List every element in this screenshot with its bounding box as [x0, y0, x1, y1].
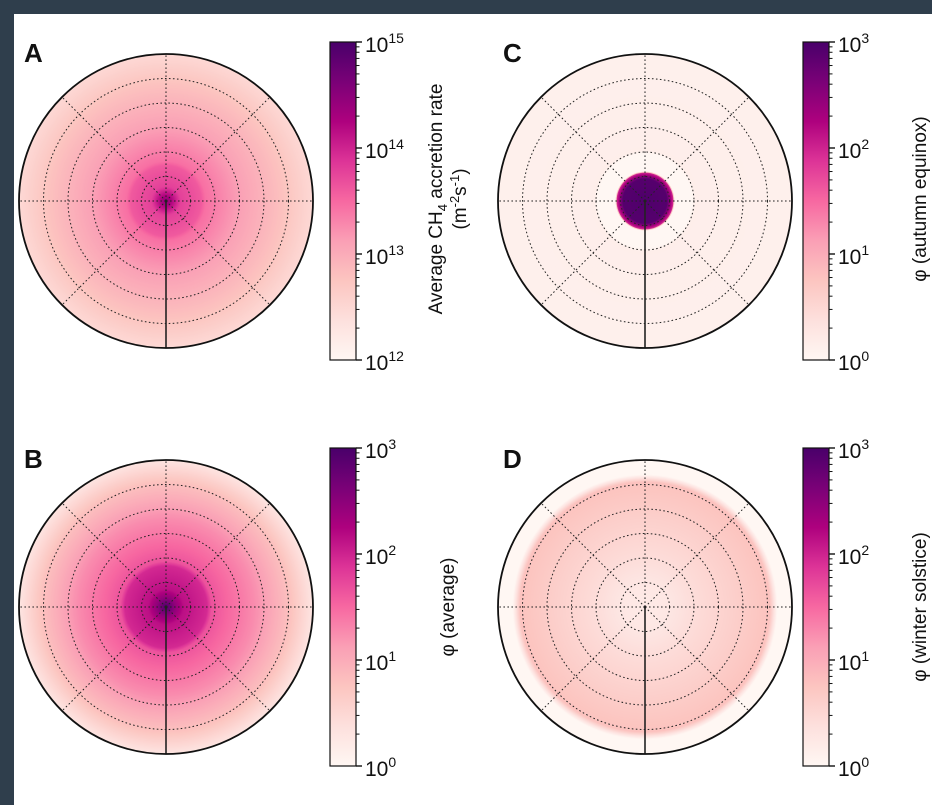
colorbar-c-label: φ (autumn equinox)	[910, 116, 931, 281]
colorbar-b: 100 101 102 103 φ (average)	[329, 436, 459, 781]
polar-boundary-c	[497, 53, 793, 349]
grid-circle	[67, 102, 265, 300]
panel-d-letter: D	[503, 444, 522, 474]
colorbar-c-tick-1e3: 103	[838, 30, 869, 57]
panel-a: A 1012 1013 1014 1015 Average CH4 accret…	[18, 30, 471, 375]
colorbar-c-tick-1e1: 101	[838, 242, 869, 269]
grid-radial-line	[540, 502, 646, 608]
grid-radial-line	[165, 606, 271, 712]
colorbar-a-tick-1e12: 1012	[365, 348, 404, 375]
figure-svg: A 1012 1013 1014 1015 Average CH4 accret…	[18, 30, 931, 781]
colorbar-d-tick-1e0: 100	[838, 754, 869, 781]
polar-grid-c	[498, 54, 792, 348]
grid-circle	[546, 508, 744, 706]
grid-radial-line	[61, 200, 167, 306]
colorbar-b-tick-1e0: 100	[365, 754, 396, 781]
grid-radial-line	[644, 502, 750, 608]
colorbar-d-tick-1e3: 103	[838, 436, 869, 463]
colorbar-d-scale	[802, 447, 830, 767]
colorbar-a-tick-1e15: 1015	[365, 30, 404, 57]
polar-boundary-b	[18, 459, 314, 755]
colorbar-c-scale	[802, 41, 830, 361]
colorbar-c-tick-1e0: 100	[838, 348, 869, 375]
figure: A 1012 1013 1014 1015 Average CH4 accret…	[14, 14, 932, 805]
panel-a-letter: A	[24, 38, 43, 68]
polar-grid-d	[498, 460, 792, 754]
colorbar-a: 1012 1013 1014 1015 Average CH4 accretio…	[329, 30, 471, 375]
grid-radial-line	[165, 96, 271, 202]
colorbar-c: 100 101 102 103 φ (autumn equinox)	[802, 30, 931, 375]
colorbar-a-tick-1e13: 1013	[365, 242, 404, 269]
panel-c-letter: C	[503, 38, 522, 68]
colorbar-b-tick-1e2: 102	[365, 542, 396, 569]
colorbar-d-tick-1e1: 101	[838, 648, 869, 675]
grid-radial-line	[644, 200, 750, 306]
polar-grid-a	[19, 54, 313, 348]
grid-radial-line	[644, 96, 750, 202]
colorbar-a-label-line2: (m-2s-1)	[447, 168, 471, 229]
grid-circle	[546, 102, 744, 300]
colorbar-d-label: φ (winter solstice)	[910, 532, 931, 682]
colorbar-c-tick-1e2: 102	[838, 136, 869, 163]
colorbar-d-tick-1e2: 102	[838, 542, 869, 569]
grid-radial-line	[165, 200, 271, 306]
polar-boundary-d	[497, 459, 793, 755]
grid-radial-line	[61, 502, 167, 608]
grid-radial-line	[540, 606, 646, 712]
colorbar-a-scale	[329, 41, 357, 361]
grid-radial-line	[165, 502, 271, 608]
colorbar-b-label: φ (average)	[438, 558, 459, 657]
grid-circle	[67, 508, 265, 706]
panel-b-letter: B	[24, 444, 43, 474]
colorbar-d: 100 101 102 103 φ (winter solstice)	[802, 436, 931, 781]
panel-d: D 100 101 102 103 φ (winter solstice)	[497, 436, 931, 781]
panel-b: B 100 101 102 103 φ (average)	[18, 436, 459, 781]
panel-c: C 100 101 102 103 φ (autumn equinox)	[497, 30, 931, 375]
colorbar-b-tick-1e1: 101	[365, 648, 396, 675]
grid-radial-line	[540, 96, 646, 202]
grid-radial-line	[644, 606, 750, 712]
grid-radial-line	[61, 606, 167, 712]
colorbar-b-scale	[329, 447, 357, 767]
grid-radial-line	[540, 200, 646, 306]
colorbar-a-label-line1: Average CH4 accretion rate	[426, 84, 450, 315]
polar-boundary-a	[18, 53, 314, 349]
colorbar-a-tick-1e14: 1014	[365, 136, 404, 163]
polar-grid-b	[19, 460, 313, 754]
colorbar-b-tick-1e3: 103	[365, 436, 396, 463]
grid-radial-line	[61, 96, 167, 202]
